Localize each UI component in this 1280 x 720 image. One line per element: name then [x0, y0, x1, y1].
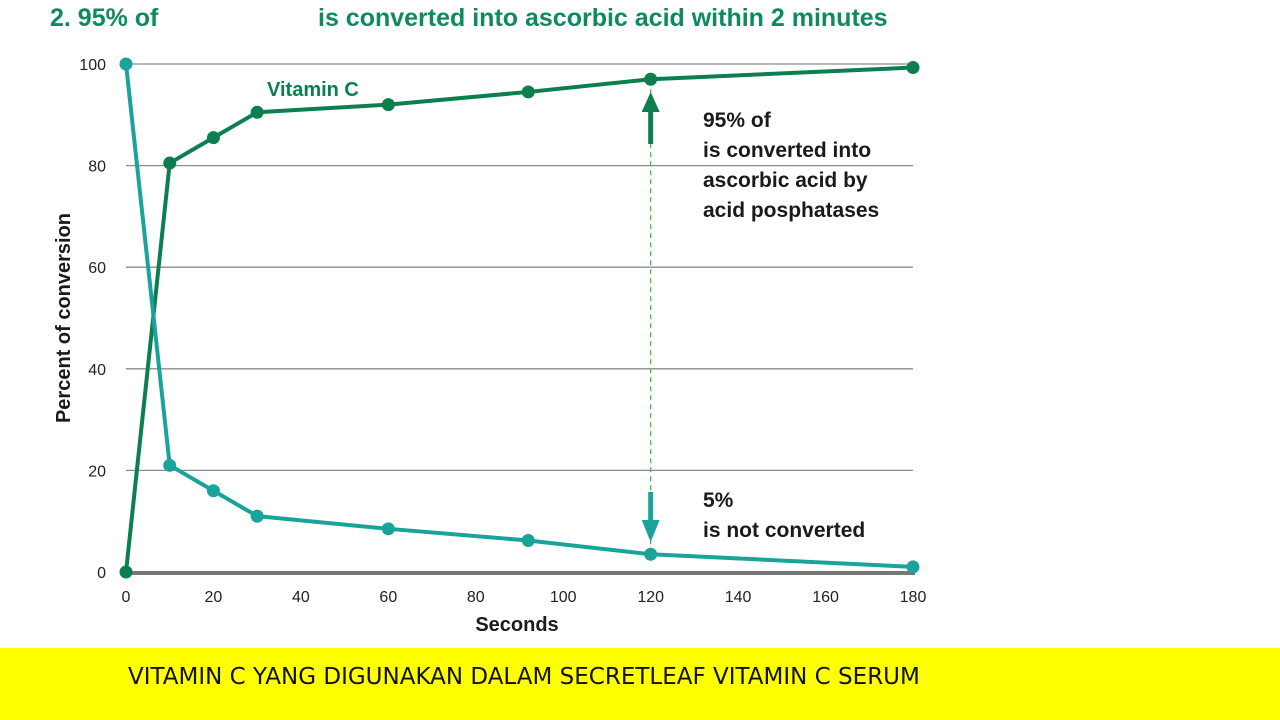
series-label-0: Vitamin C [267, 79, 359, 101]
series-0-point-2 [206, 131, 220, 145]
headline-right: is converted into ascorbic acid within 2… [318, 4, 888, 32]
series-layer [119, 57, 920, 579]
x-tick-label-20: 20 [205, 589, 223, 606]
x-tick-label-60: 60 [379, 589, 397, 606]
banner-text: VITAMIN C YANG DIGUNAKAN DALAM SECRETLEA… [128, 664, 920, 690]
label-layer: Vitamin C [267, 79, 359, 101]
series-1-point-2 [206, 484, 220, 498]
annotation-top-line-3: ascorbic acid by [703, 169, 868, 192]
annotation-bottom: 5% is not converted [703, 486, 865, 546]
annotation-layer [641, 89, 660, 545]
series-1-point-7 [906, 560, 920, 574]
y-tick-label-40: 40 [88, 362, 106, 379]
x-tick-label-0: 0 [122, 589, 131, 606]
footer-banner: VITAMIN C YANG DIGUNAKAN DALAM SECRETLEA… [0, 648, 1280, 720]
annotation-top-line-1: 95% of [703, 109, 771, 132]
axis-layer: 0 20 40 60 80 100 0 20 40 60 80 100 120 140 160 180 Seco… [53, 57, 926, 636]
y-tick-label-60: 60 [88, 260, 106, 277]
series-0-point-7 [906, 61, 920, 75]
series-0-point-1 [163, 156, 177, 170]
x-tick-label-160: 160 [812, 589, 839, 606]
series-line-1 [124, 63, 914, 569]
annotation-top-line-2: is converted into [703, 139, 872, 162]
x-tick-label-40: 40 [292, 589, 310, 606]
arrow-up-shaft [648, 108, 654, 144]
annotation-top: 95% of is converted into ascorbic acid b… [703, 106, 879, 226]
series-1-point-0 [119, 57, 133, 71]
x-tick-label-120: 120 [637, 589, 664, 606]
series-1-point-1 [163, 458, 177, 472]
series-line-0 [124, 65, 914, 573]
series-0-point-6 [644, 72, 658, 86]
series-0-point-5 [521, 85, 535, 99]
series-1-point-6 [644, 547, 658, 561]
series-0-point-0 [119, 565, 133, 579]
annotation-bottom-line-2: is not converted [703, 519, 866, 542]
series-1-point-4 [381, 522, 395, 536]
series-0-point-4 [381, 98, 395, 112]
x-tick-label-100: 100 [550, 589, 577, 606]
series-0-point-3 [250, 105, 264, 119]
y-tick-label-80: 80 [88, 159, 106, 176]
annotation-top-line-4: acid posphatases [703, 199, 880, 222]
conversion-chart: 0 20 40 60 80 100 0 20 40 60 80 100 120 140 160 180 Seco… [53, 57, 926, 636]
headline-left: 2. 95% of [50, 4, 159, 32]
series-1-point-5 [521, 534, 535, 548]
y-tick-label-100: 100 [79, 57, 106, 74]
grid-layer [126, 63, 915, 575]
arrow-down-head [641, 520, 660, 542]
y-axis-title: Percent of conversion [53, 213, 75, 423]
series-1-point-3 [250, 509, 264, 523]
arrow-up-head [641, 92, 660, 112]
y-tick-label-0: 0 [97, 565, 106, 582]
y-tick-label-20: 20 [88, 463, 106, 480]
x-tick-label-140: 140 [725, 589, 752, 606]
annotation-bottom-line-1: 5% [703, 489, 734, 512]
arrow-down-shaft [648, 492, 654, 522]
x-tick-label-180: 180 [900, 589, 927, 606]
x-tick-label-80: 80 [467, 589, 485, 606]
x-axis-title: Seconds [475, 614, 558, 636]
